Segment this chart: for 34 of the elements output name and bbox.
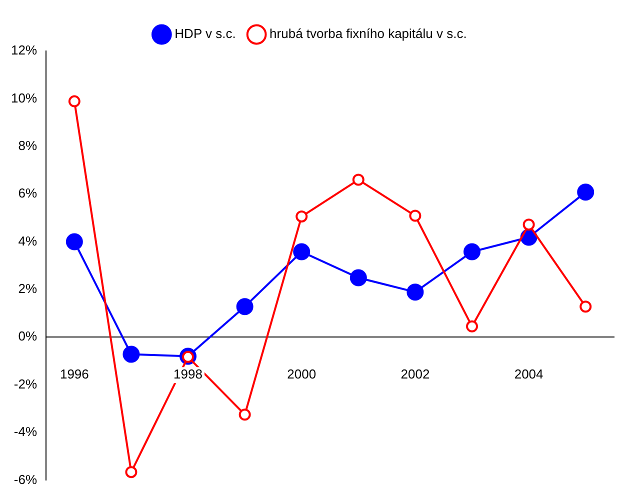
point (580, 300, 592, 313)
point (350, 269, 367, 286)
point (238, 408, 251, 421)
y-tick-label: 2% (18, 281, 38, 296)
x-tick-label: 2000 (287, 366, 316, 382)
point (409, 210, 422, 222)
y-tick-label: 10% (10, 90, 38, 106)
x-tick-label: 2002 (400, 366, 430, 382)
y-tick-label: -2% (14, 376, 38, 392)
point (522, 218, 535, 231)
y-tick-label: 0% (18, 328, 38, 344)
point (122, 346, 140, 363)
y-tick-label: 12% (10, 42, 38, 58)
y-tick-label: -4% (14, 424, 38, 440)
y-tick-label: -6% (14, 472, 38, 487)
x-tick-label: 1998 (174, 366, 202, 382)
point (352, 174, 364, 186)
y-tick-label: 8% (18, 138, 38, 153)
point (577, 184, 594, 201)
point (68, 95, 80, 108)
point (296, 210, 308, 222)
point (406, 284, 424, 301)
point (125, 466, 138, 478)
point (464, 243, 481, 260)
y-tick-label: 6% (18, 186, 38, 201)
x-tick-label: 1996 (60, 366, 89, 382)
point (293, 243, 310, 260)
point (236, 298, 254, 316)
y-tick-label: 4% (18, 233, 38, 248)
x-tick-label: 2004 (514, 366, 544, 382)
point (66, 233, 83, 250)
legend-label: HDP v s.c. (174, 26, 236, 42)
point (466, 320, 478, 332)
legend-label: hrubá tvorba fixního kapitálu v s.c. (270, 26, 467, 42)
